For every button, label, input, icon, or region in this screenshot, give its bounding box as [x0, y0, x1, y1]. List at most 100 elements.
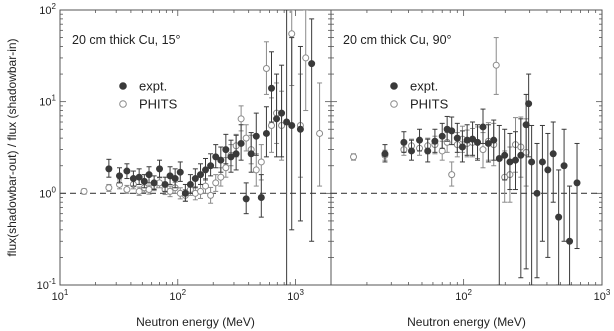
data-point-expt [186, 180, 194, 188]
data-point-phits [105, 184, 113, 192]
data-point-phits [212, 179, 220, 187]
data-point-expt [156, 165, 164, 173]
data-point-expt [191, 175, 199, 183]
data-point-expt [150, 179, 158, 187]
data-point-expt [308, 60, 316, 68]
data-point-expt [522, 121, 530, 129]
data-point-phits [492, 61, 500, 69]
y-tick-label: 10-1 [37, 277, 57, 292]
legend-marker-phits [390, 100, 398, 108]
data-point-expt [217, 156, 225, 164]
data-point-expt [262, 129, 270, 137]
panel-annotation: 20 cm thick Cu, 90° [343, 33, 452, 47]
data-point-expt [438, 132, 446, 140]
data-point-phits [237, 115, 245, 123]
data-point-expt [474, 138, 482, 146]
data-point-expt [448, 127, 456, 135]
y-tick-label: 101 [39, 94, 56, 109]
data-point-expt [517, 151, 525, 159]
panel-frame [59, 9, 332, 286]
data-point-expt [490, 136, 498, 144]
legend-label: PHITS [139, 97, 178, 112]
x-tick-label: 103 [594, 288, 611, 303]
data-point-expt [140, 177, 148, 185]
data-point-expt [479, 123, 487, 131]
data-point-phits [448, 171, 456, 179]
panel-frame [330, 9, 603, 286]
data-point-expt [181, 189, 189, 197]
data-point-phits [288, 30, 296, 38]
data-point-expt [288, 121, 296, 129]
data-point-expt [237, 139, 245, 147]
legend-marker-expt [119, 82, 127, 90]
legend-label: PHITS [410, 97, 449, 112]
data-point-expt [533, 189, 541, 197]
data-point-expt [278, 109, 286, 117]
data-point-expt [495, 154, 503, 162]
legend-marker-expt [390, 82, 398, 90]
data-point-phits [262, 65, 270, 73]
data-point-phits [257, 158, 265, 166]
x-axis-title: Neutron energy (MeV) [407, 315, 526, 329]
data-point-phits [350, 153, 358, 161]
data-point-expt [123, 167, 131, 175]
legend-marker-phits [119, 100, 127, 108]
data-point-expt [273, 115, 281, 123]
data-point-expt [232, 150, 240, 158]
data-point-phits [438, 147, 446, 155]
data-point-expt [424, 147, 432, 155]
data-point-phits [268, 121, 276, 129]
data-point-expt [555, 213, 563, 221]
data-point-expt [129, 175, 137, 183]
legend-label: expt. [139, 79, 167, 94]
data-point-expt [171, 175, 179, 183]
data-point-expt [431, 137, 439, 145]
y-axis-title: flux(shadowbar-out) / flux (shadowbar-in… [5, 38, 19, 256]
data-point-phits [197, 187, 205, 195]
data-point-phits [217, 173, 225, 181]
data-point-expt [538, 158, 546, 166]
data-point-expt [242, 195, 250, 203]
x-tick-label: 101 [52, 288, 69, 303]
data-point-expt [416, 136, 424, 144]
y-tick-label: 102 [39, 2, 56, 17]
data-point-expt [176, 168, 184, 176]
data-point-expt [560, 162, 568, 170]
data-point-expt [525, 100, 533, 108]
data-point-expt [252, 132, 260, 140]
data-point-expt [247, 150, 255, 158]
data-point-expt [207, 162, 215, 170]
data-point-expt [222, 146, 230, 154]
data-point-expt [528, 158, 536, 166]
data-point-expt [484, 139, 492, 147]
data-point-expt [115, 172, 123, 180]
data-point-expt [408, 147, 416, 155]
data-point-phits [207, 191, 215, 199]
data-point-expt [573, 179, 581, 187]
data-point-expt [400, 138, 408, 146]
data-point-phits [316, 129, 324, 137]
data-point-expt [381, 150, 389, 158]
x-tick-label: 103 [287, 288, 304, 303]
data-point-phits [302, 54, 310, 62]
data-point-expt [511, 156, 519, 164]
data-point-phits [242, 134, 250, 142]
data-point-expt [145, 171, 153, 179]
data-point-phits [479, 146, 487, 154]
data-point-expt [544, 166, 552, 174]
data-point-phits [202, 182, 210, 190]
data-point-expt [135, 173, 143, 181]
data-point-expt [202, 166, 210, 174]
data-point-expt [283, 118, 291, 126]
data-point-expt [212, 153, 220, 161]
data-point-expt [197, 171, 205, 179]
data-point-phits [222, 164, 230, 172]
data-point-expt [161, 180, 169, 188]
legend-label: expt. [410, 79, 438, 94]
panel-annotation: 20 cm thick Cu, 15° [72, 33, 181, 47]
x-axis-title: Neutron energy (MeV) [136, 315, 255, 329]
data-point-expt [566, 237, 574, 245]
data-point-expt [501, 151, 509, 159]
data-point-phits [80, 187, 88, 195]
x-tick-label: 102 [455, 288, 472, 303]
